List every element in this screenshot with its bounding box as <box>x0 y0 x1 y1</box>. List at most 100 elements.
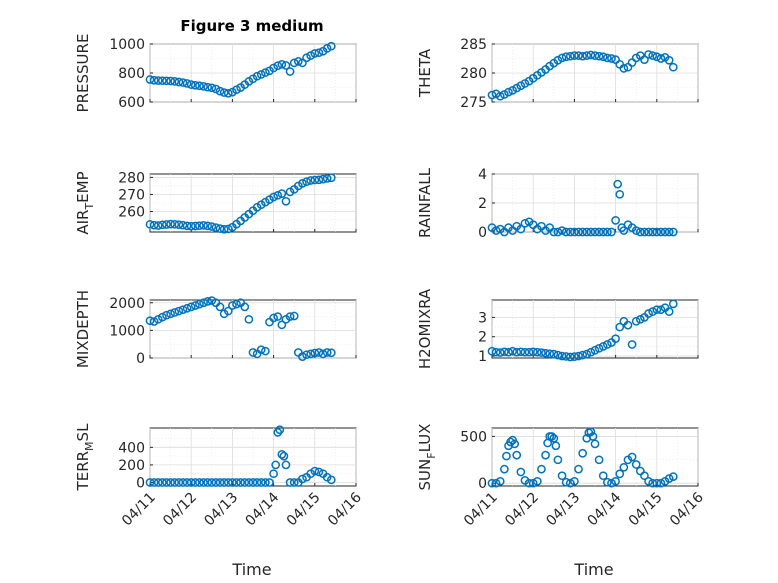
x-tick-label: 04/12 <box>502 490 542 530</box>
data-point <box>656 305 666 315</box>
data-point <box>228 478 237 487</box>
data-point <box>586 427 596 437</box>
data-point <box>306 349 316 359</box>
data-point <box>623 320 633 330</box>
data-point <box>195 478 204 487</box>
y-tick-label: 1 <box>478 349 487 365</box>
data-point <box>190 80 200 90</box>
y-tick-label: 1000 <box>109 37 145 53</box>
data-point <box>223 224 233 234</box>
x-tick-label: 04/13 <box>201 490 241 530</box>
data-point <box>553 455 563 465</box>
data-point <box>656 227 666 237</box>
data-point <box>598 471 608 481</box>
data-point <box>240 302 250 312</box>
data-point <box>256 70 266 79</box>
data-point <box>178 305 188 315</box>
y-tick-label: 280 <box>118 170 145 186</box>
data-point <box>211 84 221 94</box>
data-point <box>668 472 678 481</box>
data-point <box>277 320 287 330</box>
y-axis-label: TERRMSL <box>74 423 96 492</box>
data-point <box>537 348 546 357</box>
y-axis-label-main: AIR <box>74 210 92 235</box>
data-point <box>306 51 316 60</box>
data-point <box>611 216 620 225</box>
data-point <box>281 196 291 206</box>
data-point <box>261 346 270 356</box>
data-point <box>248 478 258 487</box>
data-point <box>203 478 213 487</box>
data-point <box>310 175 320 185</box>
y-axis-label-tail: EMP <box>74 171 92 202</box>
data-point <box>487 346 497 356</box>
data-point <box>532 476 542 486</box>
data-point <box>668 299 678 309</box>
data-point <box>557 53 567 63</box>
data-point <box>631 460 641 469</box>
data-point <box>199 220 208 230</box>
data-point <box>277 189 287 198</box>
data-point <box>145 316 155 326</box>
data-point <box>619 64 629 73</box>
data-point <box>640 55 649 65</box>
y-tick-label: 2000 <box>109 296 145 312</box>
y-axis-label-subscript: M <box>83 441 96 451</box>
data-point <box>149 75 159 85</box>
data-point <box>195 299 204 309</box>
data-point <box>215 478 225 487</box>
data-point <box>648 307 658 316</box>
data-point <box>314 467 324 477</box>
data-point <box>582 349 592 359</box>
x-tick-label: 04/11 <box>461 490 501 530</box>
y-axis-label-main: RAINFALL <box>416 167 434 238</box>
data-point <box>207 222 217 231</box>
x-tick-label: 04/12 <box>160 490 200 530</box>
data-point <box>265 478 274 487</box>
data-point <box>500 347 509 357</box>
y-axis-label-main: TERR <box>74 451 92 492</box>
data-point <box>487 478 497 488</box>
data-point <box>561 352 571 361</box>
data-point <box>590 439 600 449</box>
data-point <box>603 53 612 63</box>
data-point <box>182 303 192 313</box>
data-point <box>607 54 616 63</box>
data-point <box>199 478 208 487</box>
x-axis-label-right: Time <box>573 560 613 579</box>
y-axis-label-main: MIXDEPTH <box>74 290 92 368</box>
data-point <box>302 350 311 360</box>
y-tick-label: 0 <box>478 225 487 241</box>
data-point <box>153 478 163 487</box>
data-point <box>570 227 579 237</box>
data-point <box>491 478 501 488</box>
data-point <box>145 75 155 84</box>
data-point <box>153 76 163 85</box>
data-point <box>244 314 254 324</box>
data-point <box>207 478 217 487</box>
data-point <box>223 88 233 98</box>
data-point <box>190 301 200 310</box>
data-point <box>648 478 658 488</box>
data-point <box>594 343 604 353</box>
data-point <box>615 322 625 332</box>
x-tick-label: 04/13 <box>543 490 583 530</box>
data-point <box>298 352 307 361</box>
data-point <box>302 53 311 63</box>
data-point <box>586 347 596 357</box>
data-point <box>598 342 608 351</box>
data-point <box>532 347 542 357</box>
data-point <box>557 226 567 235</box>
y-tick-label: 1000 <box>109 323 145 339</box>
data-point <box>228 301 237 310</box>
data-point <box>627 452 637 462</box>
data-point <box>318 174 328 184</box>
data-point <box>310 348 320 358</box>
x-tick-label: 04/16 <box>667 489 707 529</box>
data-point <box>607 478 616 488</box>
data-point <box>178 220 188 230</box>
data-point <box>590 51 600 60</box>
y-tick-label: 0 <box>136 351 145 367</box>
data-point <box>289 311 299 321</box>
data-point <box>281 61 291 70</box>
